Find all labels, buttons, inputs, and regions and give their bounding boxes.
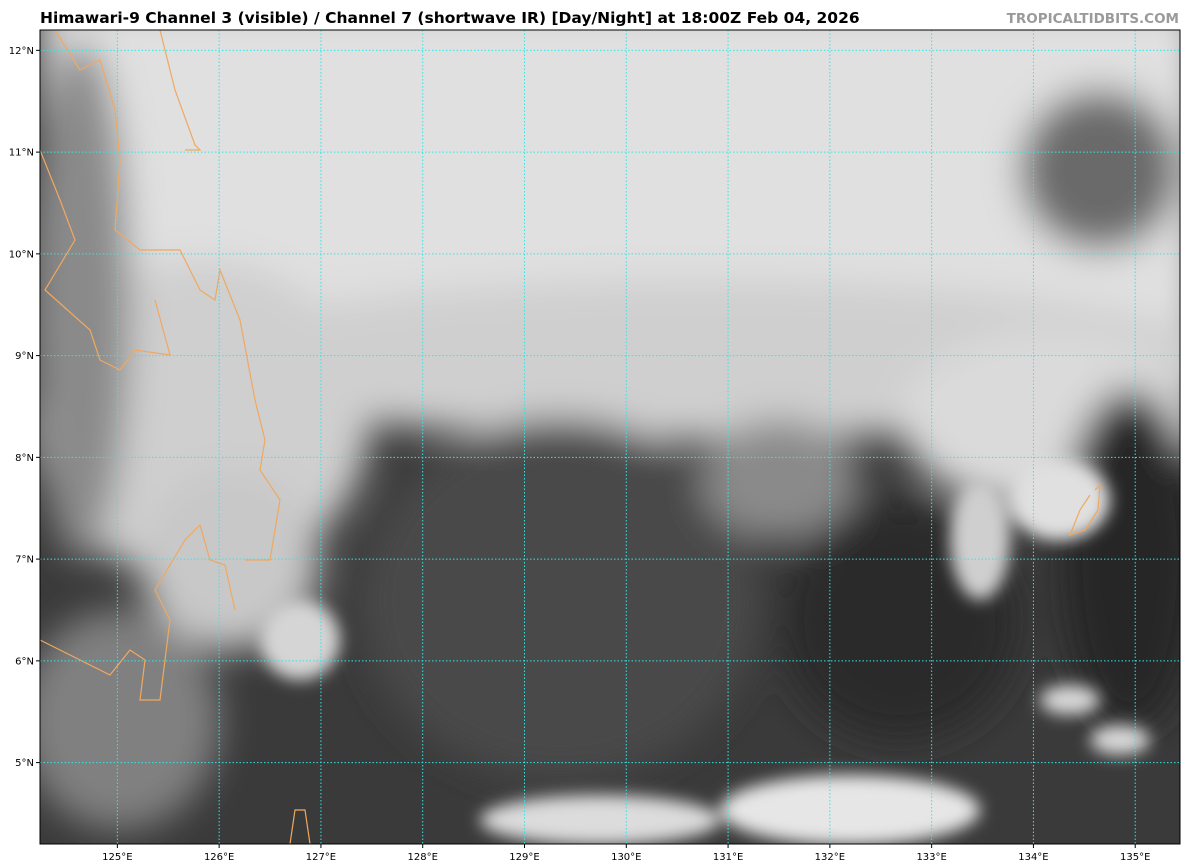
lat-label: 5°N: [15, 758, 34, 769]
satellite-imagery: [40, 30, 1180, 844]
axis-ticks: 125°E 126°E 127°E 128°E 129°E 130°E 131°E 132°E…: [9, 46, 1151, 863]
coastline-samar-north: [159, 30, 202, 151]
brand-watermark: TROPICALTIDBITS.COM: [1006, 11, 1179, 27]
coastline-palau: [1068, 483, 1101, 536]
lat-label: 12°N: [9, 46, 34, 57]
lat-label: 7°N: [15, 555, 34, 566]
map-title: Himawari-9 Channel 3 (visible) / Channel…: [40, 9, 860, 27]
coastline-leyte: [40, 149, 171, 371]
coastline-south-island: [289, 809, 311, 844]
lon-label: 133°E: [916, 852, 946, 863]
lon-label: 125°E: [102, 852, 132, 863]
lon-label: 132°E: [815, 852, 845, 863]
lat-label: 8°N: [15, 453, 34, 464]
lat-label: 6°N: [15, 656, 34, 667]
lon-label: 130°E: [611, 852, 641, 863]
lon-label: 127°E: [306, 852, 336, 863]
lon-label: 134°E: [1018, 852, 1048, 863]
lat-label: 10°N: [9, 249, 34, 260]
lat-label: 9°N: [15, 351, 34, 362]
map-frame: [39, 29, 1181, 845]
coastlines: [40, 30, 1101, 844]
lat-label: 11°N: [9, 148, 34, 159]
lon-label: 129°E: [509, 852, 539, 863]
lon-label: 126°E: [204, 852, 234, 863]
coastline-mindanao: [40, 523, 236, 701]
lon-label: 128°E: [408, 852, 438, 863]
lon-label: 135°E: [1120, 852, 1150, 863]
lon-label: 131°E: [713, 852, 743, 863]
coastline-samar: [54, 30, 281, 561]
lat-lon-grid: [40, 30, 1180, 844]
